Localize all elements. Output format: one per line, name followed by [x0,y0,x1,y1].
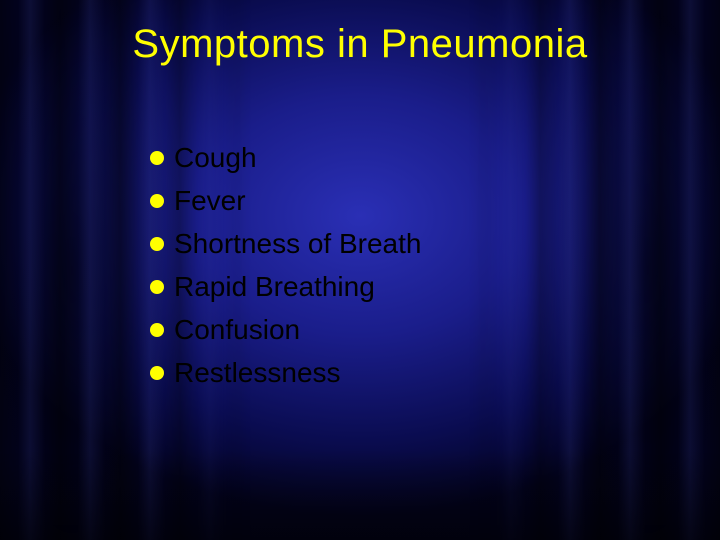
slide-title: Symptoms in Pneumonia [0,22,720,67]
bullet-icon [150,237,164,251]
list-item-label: Confusion [174,312,300,347]
list-item: Fever [150,183,421,218]
bullet-icon [150,280,164,294]
list-item: Rapid Breathing [150,269,421,304]
list-item: Shortness of Breath [150,226,421,261]
bullet-icon [150,323,164,337]
list-item-label: Restlessness [174,355,341,390]
slide: Symptoms in Pneumonia Cough Fever Shortnes… [0,0,720,540]
list-item-label: Fever [174,183,246,218]
list-item: Cough [150,140,421,175]
bullet-icon [150,366,164,380]
list-item-label: Cough [174,140,257,175]
bullet-icon [150,194,164,208]
list-item-label: Rapid Breathing [174,269,375,304]
list-item: Restlessness [150,355,421,390]
list-item-label: Shortness of Breath [174,226,421,261]
bullet-icon [150,151,164,165]
list-item: Confusion [150,312,421,347]
bullet-list: Cough Fever Shortness of Breath Rapid Breat… [150,140,421,398]
